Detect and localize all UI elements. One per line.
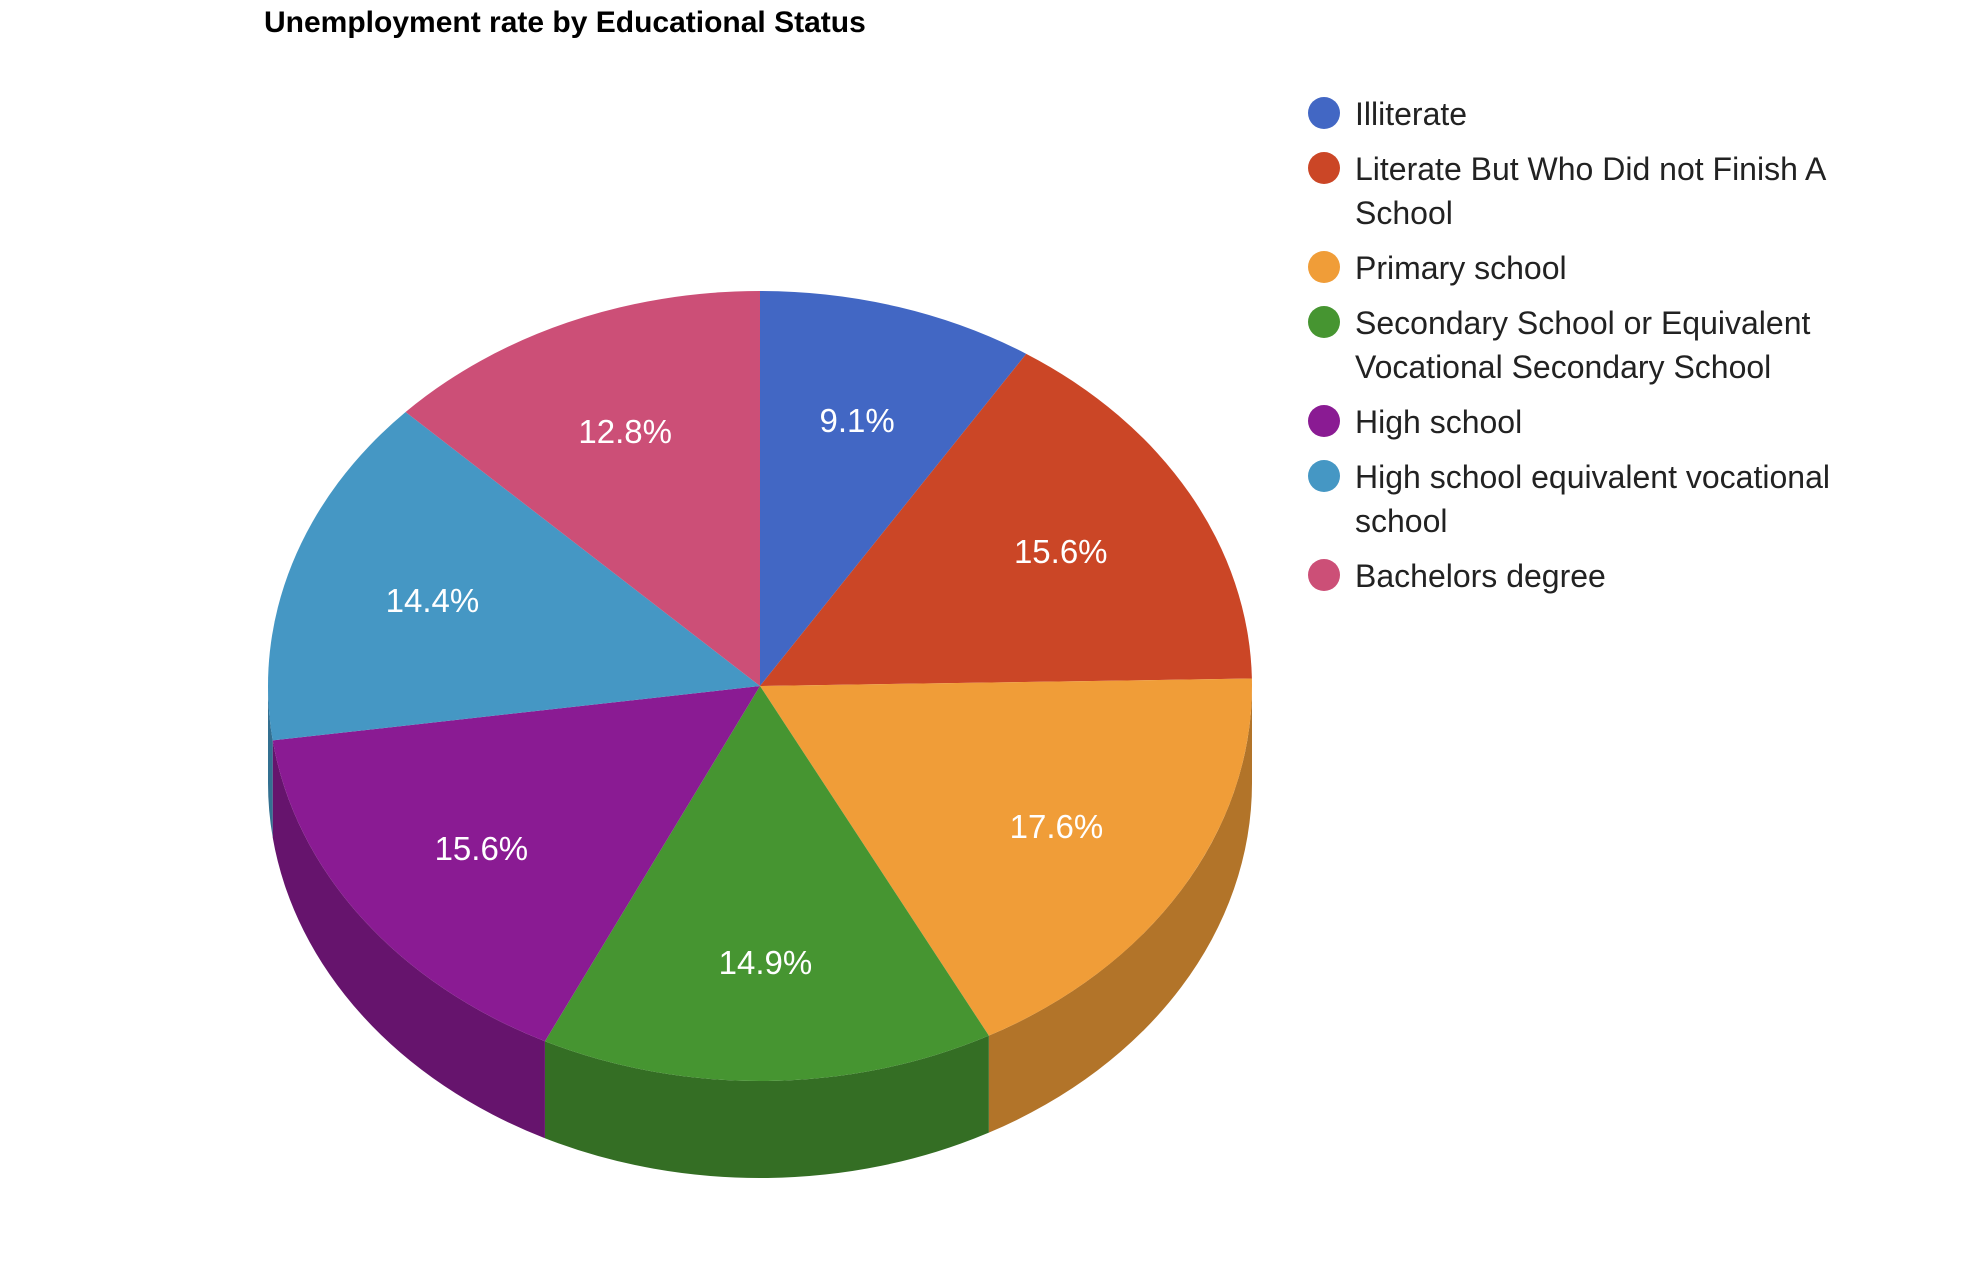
- legend-item-secondary-school-or-equivalent-vocational-secondary-school[interactable]: Secondary School or Equivalent Vocationa…: [1308, 301, 1868, 389]
- legend-label: Bachelors degree: [1355, 558, 1606, 594]
- pie-slice-bachelors-degree[interactable]: [405, 291, 760, 686]
- legend-swatch: [1308, 152, 1340, 184]
- pie-slice-primary-school[interactable]: [760, 678, 1252, 1036]
- pie-slice-secondary-school-or-equivalent-vocational-secondary-school[interactable]: [544, 686, 989, 1081]
- legend-swatch: [1308, 251, 1340, 283]
- pie-label-secondary-school-or-equivalent-vocational-secondary-school: 14.9%: [719, 944, 813, 981]
- pie-value-labels: 9.1% 15.6% 17.6% 14.9% 15.6% 14.4% 12.8%: [386, 402, 1108, 981]
- legend-swatch: [1308, 460, 1340, 492]
- legend-label: Primary school: [1355, 250, 1567, 286]
- legend-item-high-school-equivalent-vocational-school[interactable]: High school equivalent vocational school: [1308, 455, 1868, 543]
- legend-item-bachelors-degree[interactable]: Bachelors degree: [1308, 554, 1868, 598]
- pie-label-illiterate: 9.1%: [820, 402, 895, 439]
- legend-swatch: [1308, 405, 1340, 437]
- legend-label: High school: [1355, 404, 1523, 440]
- pie-slice-high-school-equivalent-vocational-school[interactable]: [268, 412, 760, 741]
- legend-item-high-school[interactable]: High school: [1308, 400, 1868, 444]
- pie-slice-high-school[interactable]: [272, 686, 760, 1042]
- pie-label-literate-but-who-did-not-finish-a-school: 15.6%: [1014, 533, 1108, 570]
- pie-slice-literate-but-who-did-not-finish-a-school[interactable]: [760, 353, 1252, 686]
- pie-side-primary-school: [988, 686, 1252, 1133]
- pie-side-secondary-school-or-equivalent-vocational-secondary-school: [544, 1035, 989, 1178]
- legend-label: Secondary School or Equivalent Vocationa…: [1355, 305, 1811, 385]
- pie-top-faces: [268, 291, 1252, 1081]
- legend-item-literate-but-who-did-not-finish-a-school[interactable]: Literate But Who Did not Finish A School: [1308, 147, 1868, 235]
- pie-side-high-school: [272, 740, 545, 1139]
- legend-swatch: [1308, 559, 1340, 591]
- pie-label-high-school: 15.6%: [435, 830, 529, 867]
- legend-swatch: [1308, 306, 1340, 338]
- chart-title: Unemployment rate by Educational Status: [264, 6, 866, 39]
- pie-side-walls: [268, 686, 1252, 1178]
- pie-slice-illiterate[interactable]: [760, 291, 1027, 686]
- legend-label: Illiterate: [1355, 96, 1468, 132]
- chart-legend: Illiterate Literate But Who Did not Finis…: [1308, 92, 1868, 609]
- pie-label-primary-school: 17.6%: [1010, 808, 1104, 845]
- legend-item-illiterate[interactable]: Illiterate: [1308, 92, 1868, 136]
- pie-label-bachelors-degree: 12.8%: [578, 413, 672, 450]
- legend-swatch: [1308, 97, 1340, 129]
- pie-label-high-school-equivalent-vocational-school: 14.4%: [386, 582, 480, 619]
- legend-item-primary-school[interactable]: Primary school: [1308, 246, 1868, 290]
- pie-side-high-school-equivalent-vocational-school: [268, 686, 273, 838]
- legend-label: Literate But Who Did not Finish A School: [1355, 151, 1825, 231]
- legend-label: High school equivalent vocational school: [1355, 459, 1830, 539]
